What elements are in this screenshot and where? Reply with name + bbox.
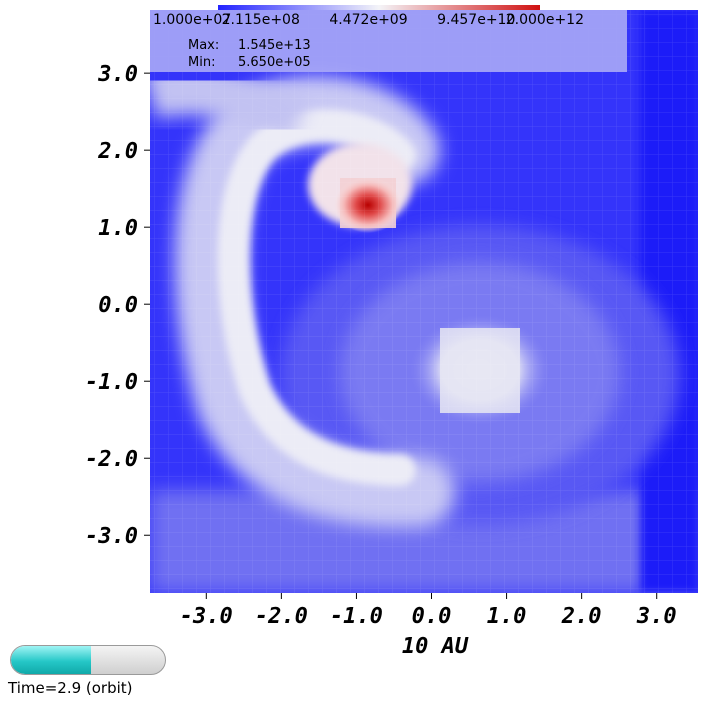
y-tick-label: 1.0 bbox=[98, 216, 138, 241]
x-axis-label: 10 AU bbox=[402, 634, 469, 659]
colorbar bbox=[218, 5, 540, 10]
stat-value: 1.545e+13 bbox=[238, 38, 311, 53]
y-tick-label: 2.0 bbox=[97, 139, 138, 164]
stat-label: Min: bbox=[188, 55, 215, 70]
y-axis-ticks: 3.0 2.0 1.0 0.0 -1.0 -2.0 -3.0 bbox=[85, 62, 150, 549]
time-progress-widget: Time=2.9 (orbit) bbox=[8, 643, 168, 703]
x-tick-label: -2.0 bbox=[255, 604, 308, 629]
colorbar-tick-label: 1.000e+07 bbox=[153, 12, 231, 28]
y-tick-label: -3.0 bbox=[85, 524, 138, 549]
time-progress-bar bbox=[10, 645, 166, 675]
stat-label: Max: bbox=[188, 38, 219, 53]
colorbar-tick-label: 2.115e+08 bbox=[222, 12, 300, 28]
y-tick-label: 3.0 bbox=[97, 62, 138, 87]
time-progress-fill bbox=[11, 646, 92, 674]
x-axis-ticks: -3.0 -2.0 -1.0 0.0 1.0 2.0 3.0 bbox=[180, 593, 677, 629]
stat-value: 5.650e+05 bbox=[238, 55, 311, 70]
y-tick-label: -2.0 bbox=[85, 447, 138, 472]
x-tick-label: 1.0 bbox=[487, 604, 527, 629]
colorbar-tick-label: 4.472e+09 bbox=[329, 12, 407, 28]
time-label: Time=2.9 (orbit) bbox=[8, 679, 133, 697]
y-tick-label: -1.0 bbox=[85, 370, 138, 395]
heatmap-field bbox=[150, 10, 698, 593]
max-min-stats: Max: 1.545e+13 Min: 5.650e+05 bbox=[188, 38, 311, 70]
x-tick-label: -1.0 bbox=[330, 604, 383, 629]
colorbar-tick-label: 2.000e+12 bbox=[506, 12, 584, 28]
x-tick-label: -3.0 bbox=[180, 604, 233, 629]
x-tick-label: 0.0 bbox=[412, 604, 452, 629]
x-tick-label: 2.0 bbox=[561, 604, 602, 629]
colorbar-tick-labels: 1.000e+072.115e+08 4.472e+09 9.457e+102.00… bbox=[153, 12, 584, 28]
y-tick-label: 0.0 bbox=[98, 293, 138, 318]
colorbar-tick-label: 9.457e+10 bbox=[437, 12, 515, 28]
x-tick-label: 3.0 bbox=[636, 604, 677, 629]
